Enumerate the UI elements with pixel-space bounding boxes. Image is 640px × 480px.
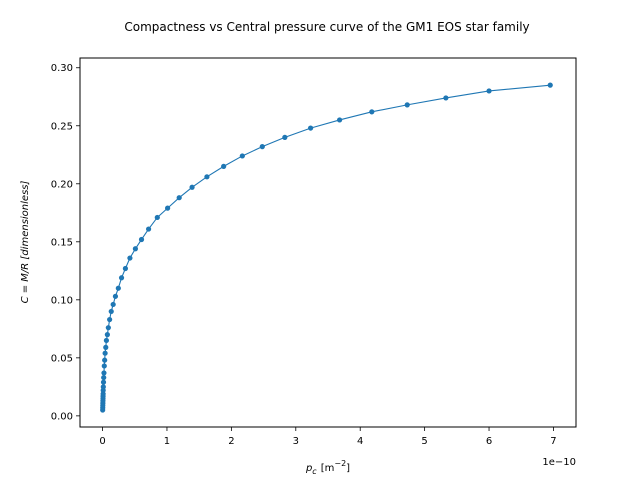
chart-title: Compactness vs Central pressure curve of… (124, 20, 529, 34)
y-axis-label: C = M/R [dimensionless] (20, 181, 31, 304)
data-point (101, 363, 107, 369)
x-axis-label-unit-end: ] (346, 463, 350, 474)
data-point (259, 144, 265, 150)
data-point (239, 153, 245, 159)
data-point (282, 134, 288, 140)
data-point (100, 379, 107, 385)
x-tick-label: 5 (421, 436, 427, 447)
data-point (189, 184, 195, 190)
data-point (443, 95, 449, 101)
x-tick-label: 4 (357, 436, 363, 447)
data-point (103, 344, 109, 350)
data-point (102, 357, 108, 363)
data-point (204, 174, 210, 180)
data-point (138, 236, 145, 243)
data-point (104, 332, 110, 338)
data-point (176, 195, 182, 201)
y-tick-label: 0.05 (51, 353, 73, 364)
data-point (102, 350, 108, 356)
data-point (404, 102, 410, 108)
data-point (101, 374, 107, 381)
y-tick-label: 0.00 (51, 411, 73, 422)
data-point (107, 316, 113, 323)
x-axis-label-unit-exponent: −2 (334, 459, 346, 468)
data-point (127, 255, 133, 261)
data-point (308, 125, 314, 131)
data-point (486, 88, 492, 94)
y-tick-label: 0.10 (51, 295, 73, 306)
data-point (165, 205, 171, 211)
y-tick-label: 0.25 (51, 121, 73, 132)
data-point (115, 285, 121, 291)
x-axis: 0 1 2 3 4 5 6 7 (99, 427, 557, 447)
x-axis-label: pc [m−2] (305, 459, 350, 476)
x-tick-label: 7 (550, 436, 556, 447)
plot-area (100, 82, 553, 413)
data-point (221, 163, 227, 169)
y-tick-label: 0.15 (51, 237, 73, 248)
y-axis: 0.00 0.05 0.10 0.15 0.20 0.25 0.30 (51, 63, 80, 422)
data-point (122, 265, 129, 272)
data-point (103, 337, 110, 344)
data-point (118, 275, 125, 281)
x-tick-label: 3 (293, 436, 299, 447)
data-point (132, 246, 138, 252)
data-point (101, 370, 107, 376)
data-point (369, 109, 375, 115)
y-tick-label: 0.20 (51, 179, 73, 190)
axes-frame (79, 57, 577, 428)
x-axis-offset-text: 1e−10 (542, 457, 576, 468)
data-point (146, 226, 152, 232)
x-tick-label: 2 (228, 436, 234, 447)
x-axis-label-symbol: p (305, 463, 312, 474)
x-tick-label: 0 (99, 436, 105, 447)
x-tick-label: 1 (164, 436, 170, 447)
data-point (110, 301, 116, 308)
data-point (336, 117, 343, 123)
x-tick-label: 6 (486, 436, 492, 447)
data-point (105, 325, 111, 331)
data-point (154, 214, 160, 221)
data-point (108, 308, 114, 315)
data-point (100, 384, 106, 390)
data-point (112, 293, 119, 299)
x-axis-label-subscript: c (312, 467, 317, 476)
x-axis-label-unit: [m (321, 463, 335, 474)
data-point (547, 82, 553, 88)
y-tick-label: 0.30 (51, 63, 73, 74)
